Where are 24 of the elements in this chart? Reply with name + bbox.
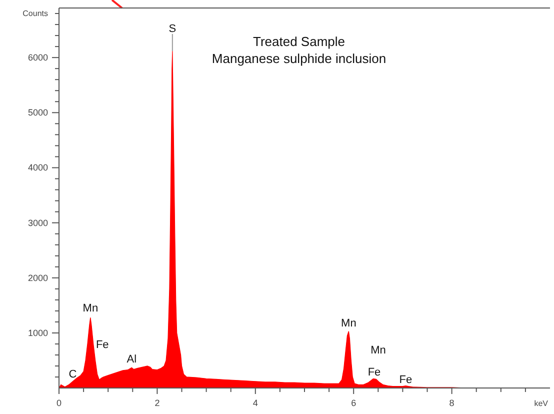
y-tick-label: 6000 — [28, 52, 48, 63]
text: Treated Sample — [252, 34, 346, 49]
y-tick-label: 1000 — [28, 328, 48, 338]
y-tick-label: 4000 — [28, 162, 48, 173]
annotation: Fe — [96, 338, 109, 351]
y-tick-label: 2000 — [28, 272, 48, 283]
x-axis-title: keV — [534, 399, 549, 408]
annotation: Fe — [368, 366, 381, 379]
text: Manganese sulphide inclusion — [212, 51, 386, 66]
annotation: Mn — [370, 344, 386, 357]
x-tick-label: 2 — [154, 398, 160, 408]
x-tick-label: 8 — [449, 398, 454, 408]
annotation: Mn — [341, 317, 356, 330]
annotation: C — [68, 368, 77, 380]
y-axis-title: Counts — [22, 9, 48, 18]
x-tick-label: 4 — [252, 398, 258, 408]
x-tick-label: 0 — [56, 398, 62, 408]
y-tick-label: 5000 — [28, 108, 48, 118]
x-tick-label: 6 — [351, 398, 356, 408]
annotation: Al — [126, 354, 137, 366]
annotation: S — [168, 22, 176, 35]
y-tick-label: 3000 — [28, 218, 48, 228]
annotation: Fe — [399, 374, 412, 386]
annotation: Mn — [82, 302, 98, 315]
